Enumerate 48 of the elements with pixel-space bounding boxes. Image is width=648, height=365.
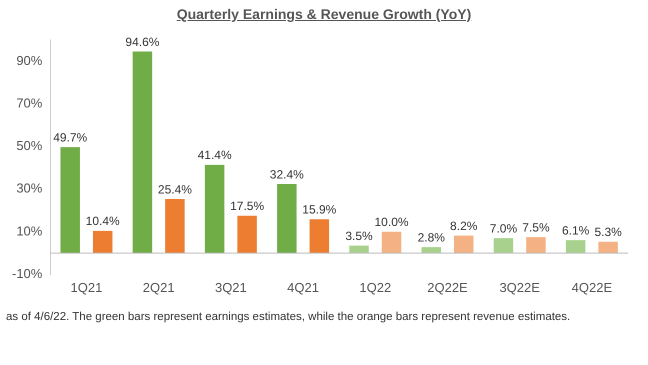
x-tick-label: 4Q21 (287, 280, 319, 295)
bar (132, 52, 152, 254)
bar (454, 236, 474, 254)
chart-title: Quarterly Earnings & Revenue Growth (YoY) (176, 6, 472, 24)
data-label: 15.9% (302, 202, 337, 217)
bar (277, 184, 297, 254)
data-label: 32.4% (270, 167, 304, 182)
x-tick-label: 2Q22E (427, 280, 468, 295)
data-label: 94.6% (125, 34, 160, 49)
bar (310, 219, 330, 254)
bar (204, 164, 224, 254)
x-tick-label: 3Q22E (499, 280, 540, 295)
data-label: 49.7% (53, 130, 88, 144)
x-tick-label: 4Q22E (572, 280, 612, 295)
data-label: 3.5% (345, 228, 374, 243)
bar (494, 238, 514, 254)
x-tick-label: 3Q21 (214, 280, 247, 295)
y-tick-label: -10% (12, 266, 43, 281)
data-label: 41.4% (198, 148, 232, 162)
bar (526, 237, 546, 254)
bar (165, 198, 185, 254)
data-label: 6.1% (562, 223, 590, 238)
x-tick-label: 1Q21 (70, 280, 102, 295)
x-tick-label: 1Q22 (359, 280, 392, 295)
y-tick-label: 10% (16, 223, 43, 238)
y-tick-label: 50% (16, 138, 43, 154)
data-label: 8.2% (450, 218, 478, 233)
data-label: 2.8% (418, 230, 446, 244)
y-tick-label: 90% (16, 52, 43, 68)
data-label: 5.3% (594, 225, 622, 240)
bar (382, 232, 402, 254)
data-label: 10.0% (374, 215, 409, 230)
bar (421, 247, 441, 254)
data-label: 17.5% (230, 199, 264, 214)
text: as of 4/6/22. The green bars represent earnings estimates, while the orange bars represent revenue estimates. (6, 310, 572, 325)
bar (60, 147, 80, 254)
bar (92, 230, 112, 254)
data-label: 7.0% (490, 221, 518, 236)
bar (566, 240, 586, 254)
bar (349, 246, 369, 254)
bar (237, 216, 257, 254)
data-label: 25.4% (158, 182, 192, 196)
y-tick-label: 30% (16, 180, 43, 196)
bar (598, 242, 618, 254)
data-label: 7.5% (522, 220, 550, 234)
y-tick-label: 70% (16, 96, 43, 111)
data-label: 10.4% (86, 214, 120, 228)
x-tick-label: 2Q21 (142, 280, 175, 295)
